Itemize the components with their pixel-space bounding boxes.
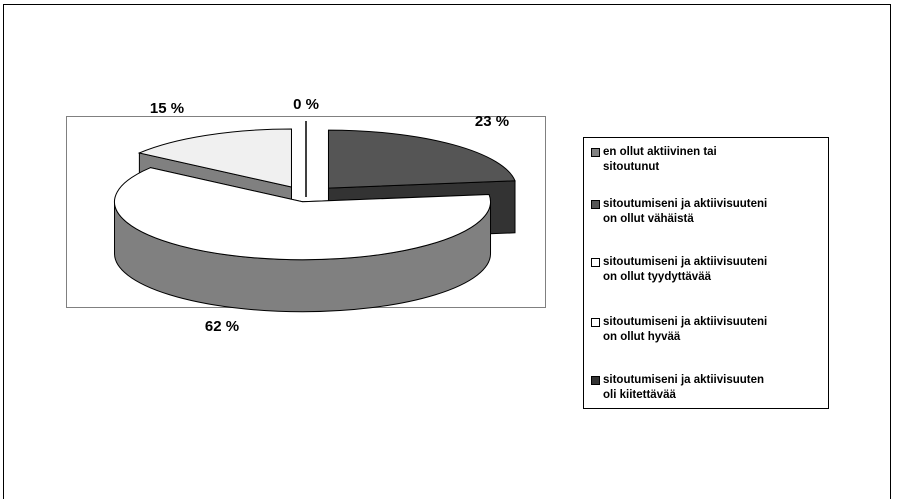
pie-slice-top (114, 167, 492, 261)
pie-slice-top (137, 128, 292, 188)
legend-label: sitoutumiseni ja aktiivisuuteni on ollut… (603, 197, 767, 227)
data-label: 0 % (293, 96, 319, 113)
legend: en ollut aktiivinen tai sitoutunut sitou… (583, 137, 829, 409)
data-label: 15 % (150, 100, 184, 117)
legend-label: sitoutumiseni ja aktiivisuuteni on ollut… (603, 255, 767, 285)
pie-slice-top (327, 129, 516, 189)
legend-label-line1: sitoutumiseni ja aktiivisuuten (603, 374, 765, 386)
data-label: 23 % (475, 113, 509, 130)
chart-frame (3, 4, 891, 499)
legend-swatch (591, 148, 600, 157)
legend-label-line2: on ollut hyvää (603, 331, 681, 343)
legend-label: en ollut aktiivinen tai sitoutunut (603, 145, 717, 175)
legend-label-line2: oli kiitettävää (603, 389, 676, 401)
data-label: 62 % (205, 318, 239, 335)
legend-swatch (591, 200, 600, 209)
pie-slice (114, 167, 492, 313)
legend-label-line2: on ollut vähäistä (603, 213, 694, 225)
legend-label-line2: on ollut tyydyttävää (603, 271, 711, 283)
legend-label-line2: sitoutunut (603, 161, 660, 173)
legend-label-line1: sitoutumiseni ja aktiivisuuteni (603, 256, 768, 268)
legend-label-line1: en ollut aktiivinen tai (603, 146, 717, 158)
legend-swatch (591, 318, 600, 327)
legend-label-line1: sitoutumiseni ja aktiivisuuteni (603, 198, 768, 210)
legend-swatch (591, 258, 600, 267)
legend-swatch (591, 376, 600, 385)
legend-label-line1: sitoutumiseni ja aktiivisuuteni (603, 316, 768, 328)
legend-label: sitoutumiseni ja aktiivisuuteni on ollut… (603, 315, 767, 345)
legend-label: sitoutumiseni ja aktiivisuuten oli kiite… (603, 373, 764, 403)
